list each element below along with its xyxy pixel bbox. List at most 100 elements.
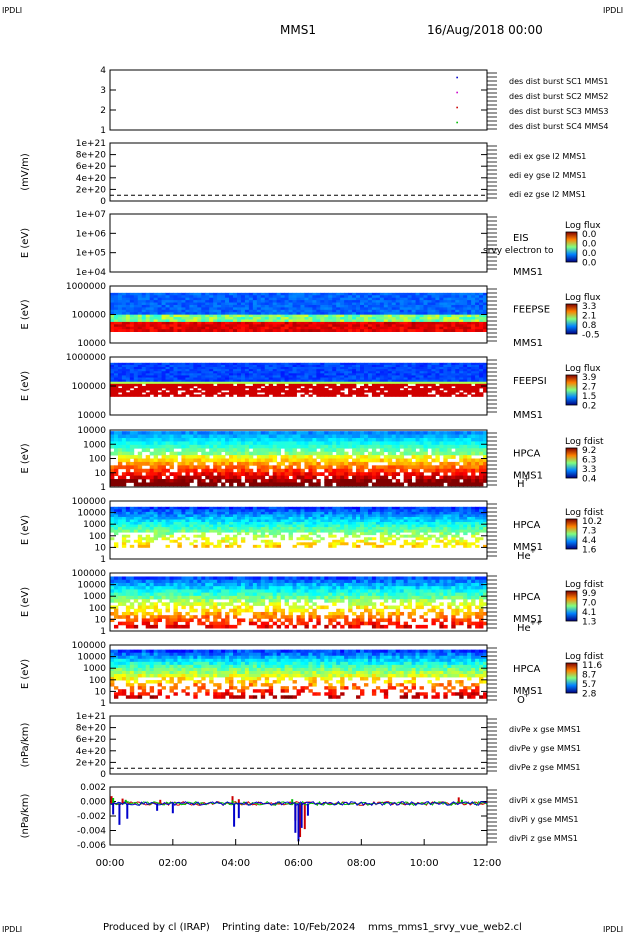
heat-cell [201, 472, 206, 476]
heat-cell [356, 362, 361, 366]
heat-cell [320, 362, 325, 366]
heat-cell [423, 319, 428, 323]
heat-cell [133, 307, 139, 311]
heat-cell [423, 455, 428, 459]
heat-cell [264, 319, 270, 323]
heat-cell [229, 537, 234, 541]
heat-cell [193, 383, 198, 387]
heat-cell [244, 302, 250, 306]
heat-cell [133, 394, 139, 397]
heat-cell [375, 321, 381, 325]
heat-cell [451, 319, 456, 323]
heat-cell [125, 292, 131, 296]
heat-cell [479, 465, 484, 470]
heat-cell [455, 441, 460, 446]
heat-cell [375, 431, 381, 435]
heat-cell [177, 451, 182, 456]
heat-cell [157, 519, 162, 523]
heat-cell [415, 304, 420, 308]
heat-cell [149, 377, 155, 381]
heat-cell [137, 312, 143, 316]
heat-cell [328, 472, 333, 476]
heat-cell [352, 312, 357, 316]
heat-cell [264, 394, 270, 397]
heat-cell [300, 364, 305, 368]
heat-cell [209, 309, 214, 313]
heat-cell [467, 314, 472, 318]
heat-cell [399, 373, 405, 376]
heat-cell [407, 304, 412, 308]
heat-cell [193, 394, 198, 397]
heat-cell [248, 364, 254, 368]
heat-cell [439, 375, 444, 378]
heat-cell [356, 377, 361, 381]
heat-cell [260, 522, 266, 525]
heat-cell [129, 324, 135, 328]
heat-cell [260, 383, 266, 387]
heat-cell [110, 390, 115, 393]
heat-cell [141, 317, 147, 320]
heat-cell [360, 441, 365, 446]
heat-cell [371, 394, 377, 397]
heat-cell [415, 451, 420, 456]
heat-cell [475, 377, 480, 381]
heat-cell [121, 465, 127, 470]
heat-cell [229, 319, 234, 323]
heat-cell [141, 444, 147, 449]
heat-cell [356, 434, 361, 439]
heat-cell [125, 317, 131, 320]
heat-cell [375, 475, 381, 480]
heat-cell [189, 524, 194, 528]
heat-cell [423, 300, 428, 303]
heat-cell [260, 367, 266, 370]
heat-cell [129, 362, 135, 366]
heat-cell [367, 455, 373, 459]
heat-cell [121, 319, 127, 323]
heat-cell [141, 514, 147, 518]
heat-cell [479, 458, 484, 463]
heat-cell [415, 444, 420, 449]
heat-cell [169, 539, 174, 543]
heat-cell [451, 321, 456, 325]
heat-cell [125, 377, 131, 381]
heat-cell [435, 317, 440, 320]
heat-cell [113, 451, 119, 456]
heat-cell [268, 307, 274, 311]
heat-cell [181, 522, 186, 525]
heat-cell [248, 441, 254, 446]
heat-cell [340, 451, 345, 456]
heat-cell [137, 379, 143, 383]
heat-cell [229, 434, 234, 439]
heat-cell [125, 385, 131, 389]
heat-cell [463, 304, 468, 308]
heat-cell [113, 448, 119, 453]
heat-cell [407, 362, 412, 366]
heat-cell [225, 295, 230, 299]
heat-cell [407, 326, 412, 330]
heat-cell [467, 383, 472, 387]
heat-cell [280, 468, 286, 473]
heat-cell [427, 455, 432, 459]
heat-cell [110, 369, 115, 372]
heat-cell [304, 300, 309, 303]
heat-cell [121, 312, 127, 316]
heat-cell [308, 458, 313, 463]
heat-cell [121, 377, 127, 381]
heat-cell [145, 324, 151, 328]
heat-cell [264, 524, 270, 528]
heat-cell [133, 434, 139, 439]
heat-cell [110, 319, 115, 323]
heat-cell [332, 392, 337, 395]
heat-cell [336, 309, 341, 313]
heat-cell [197, 364, 202, 368]
heat-cell [379, 304, 385, 308]
heat-cell [348, 434, 353, 439]
heat-cell [443, 319, 448, 323]
heat-cell [391, 317, 397, 320]
heat-cell [443, 441, 448, 446]
heat-cell [399, 302, 405, 306]
heat-cell [201, 482, 206, 487]
heat-cell [217, 373, 222, 376]
heat-cell [225, 375, 230, 378]
heat-cell [443, 304, 448, 308]
